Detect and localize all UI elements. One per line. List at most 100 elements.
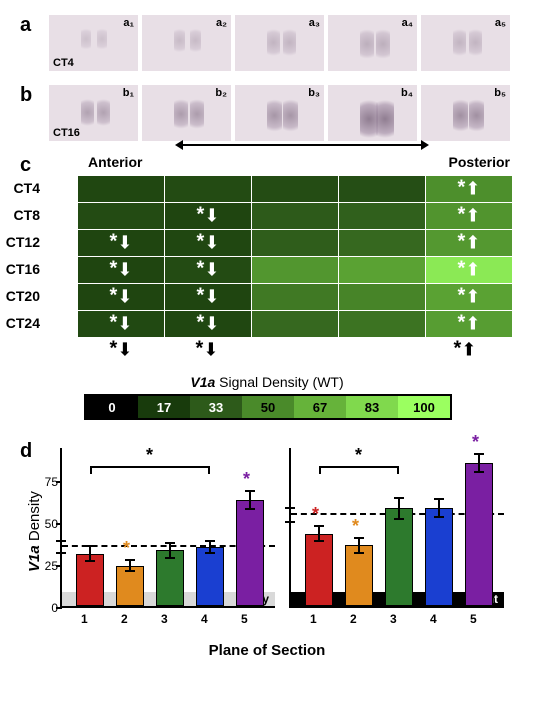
x-tick-label: 2 (350, 612, 357, 626)
heatmap-row-label: CT4 (0, 180, 40, 196)
heatmap-marker: *⬆ (458, 260, 481, 281)
row-a-images: a₁CT4a₂ a₃ a₄ a₅ (48, 14, 511, 72)
legend-cell: 83 (346, 396, 398, 418)
sub-label: a₃ (309, 17, 320, 29)
chart-night: Night1*2*345** (289, 448, 504, 608)
micrograph: a₄ (327, 14, 418, 72)
heatmap-cell: *⬇ (78, 311, 164, 337)
heatmap-marker: *⬇ (197, 314, 220, 335)
heatmap-marker: *⬇ (197, 206, 220, 227)
heatmap-cell: *⬇ (78, 230, 164, 256)
x-tick-label: 3 (390, 612, 397, 626)
heatmap-cell: *⬇ (78, 257, 164, 283)
micrograph: b₂ (141, 84, 232, 142)
x-tick-label: 4 (430, 612, 437, 626)
sub-label: a₁ (123, 17, 134, 29)
micrograph: a₂ (141, 14, 232, 72)
heatmap-cell (252, 230, 338, 256)
heatmap-marker: *⬆ (458, 233, 481, 254)
x-tick-label: 3 (161, 612, 168, 626)
heatmap-cell (339, 230, 425, 256)
heatmap: Anterior Posterior CT4CT8CT12CT16CT20CT2… (48, 172, 510, 337)
heatmap-marker: *⬇ (197, 260, 220, 281)
y-tick-label: 75 (34, 475, 58, 489)
sub-label: b₅ (494, 87, 506, 99)
heatmap-cell (165, 176, 251, 202)
heatmap-cell (339, 311, 425, 337)
heatmap-cell (252, 257, 338, 283)
sub-label: b₃ (308, 87, 320, 99)
bracket-star: * (146, 445, 153, 466)
heatmap-cell: *⬇ (165, 230, 251, 256)
ct-label: CT16 (53, 127, 80, 139)
bar (465, 463, 493, 606)
panel-b-label: b (20, 84, 32, 107)
heatmap-cell: *⬇ (165, 311, 251, 337)
bar (345, 545, 373, 606)
chart-day: 0255075Day12*345** (60, 448, 275, 608)
legend-cell: 17 (138, 396, 190, 418)
sig-bracket (319, 466, 399, 468)
micrograph: a₃ (234, 14, 325, 72)
x-tick-label: 1 (81, 612, 88, 626)
heatmap-cell (252, 176, 338, 202)
sub-label: b₄ (401, 87, 413, 99)
sub-label: b₂ (215, 87, 227, 99)
heatmap-cell: *⬆ (426, 230, 512, 256)
heatmap-row-label: CT8 (0, 207, 40, 223)
legend-cell: 33 (190, 396, 242, 418)
bracket-star: * (355, 445, 362, 466)
bar (196, 547, 224, 606)
heatmap-marker: *⬆ (458, 179, 481, 200)
sig-star: * (312, 504, 319, 525)
bar (305, 534, 333, 606)
sig-star: * (243, 469, 250, 490)
panel-c-label: c (20, 154, 31, 177)
heatmap-row-label: CT16 (0, 261, 40, 277)
bar-charts: 0255075Day12*345** Night1*2*345** (60, 448, 506, 648)
y-tick-label: 50 (34, 517, 58, 531)
sig-star: * (352, 516, 359, 537)
micrograph: a₅ (420, 14, 511, 72)
legend-title: V1a Signal Density (WT) (0, 374, 534, 390)
heatmap-cell: *⬇ (78, 284, 164, 310)
micrograph: b₅ (420, 84, 511, 142)
heatmap-cell: *⬆ (426, 257, 512, 283)
heatmap-row-label: CT12 (0, 234, 40, 250)
heatmap-marker: *⬇ (197, 287, 220, 308)
heatmap-cell (339, 203, 425, 229)
x-tick-label: 4 (201, 612, 208, 626)
heatmap-cell: *⬆ (426, 284, 512, 310)
x-axis-label: Plane of Section (0, 642, 534, 659)
heatmap-cell (339, 257, 425, 283)
anterior-label: Anterior (88, 154, 142, 170)
x-tick-label: 2 (121, 612, 128, 626)
sub-label: a₅ (495, 17, 506, 29)
heatmap-cell: *⬆ (426, 176, 512, 202)
heatmap-row-label: CT20 (0, 288, 40, 304)
heatmap-marker: *⬇ (110, 260, 133, 281)
sig-bracket (90, 466, 210, 468)
heatmap-marker: *⬆ (458, 206, 481, 227)
heatmap-bottom-marker: *⬇ (110, 340, 133, 361)
heatmap-cell (252, 311, 338, 337)
legend-cell: 50 (242, 396, 294, 418)
heatmap-cell (78, 176, 164, 202)
micrograph: a₁CT4 (48, 14, 139, 72)
sig-star: * (472, 432, 479, 453)
bar (236, 500, 264, 606)
heatmap-cell (252, 203, 338, 229)
heatmap-cell (78, 203, 164, 229)
heatmap-marker: *⬇ (110, 314, 133, 335)
sig-star: * (123, 538, 130, 559)
heatmap-marker: *⬇ (110, 287, 133, 308)
panel-a-label: a (20, 14, 31, 37)
heatmap-cell: *⬆ (426, 203, 512, 229)
sub-label: a₄ (402, 17, 413, 29)
legend-cell: 100 (398, 396, 450, 418)
heatmap-cell (252, 284, 338, 310)
bar (425, 508, 453, 606)
panel-d-label: d (20, 440, 32, 463)
x-tick-label: 1 (310, 612, 317, 626)
heatmap-cell (339, 284, 425, 310)
